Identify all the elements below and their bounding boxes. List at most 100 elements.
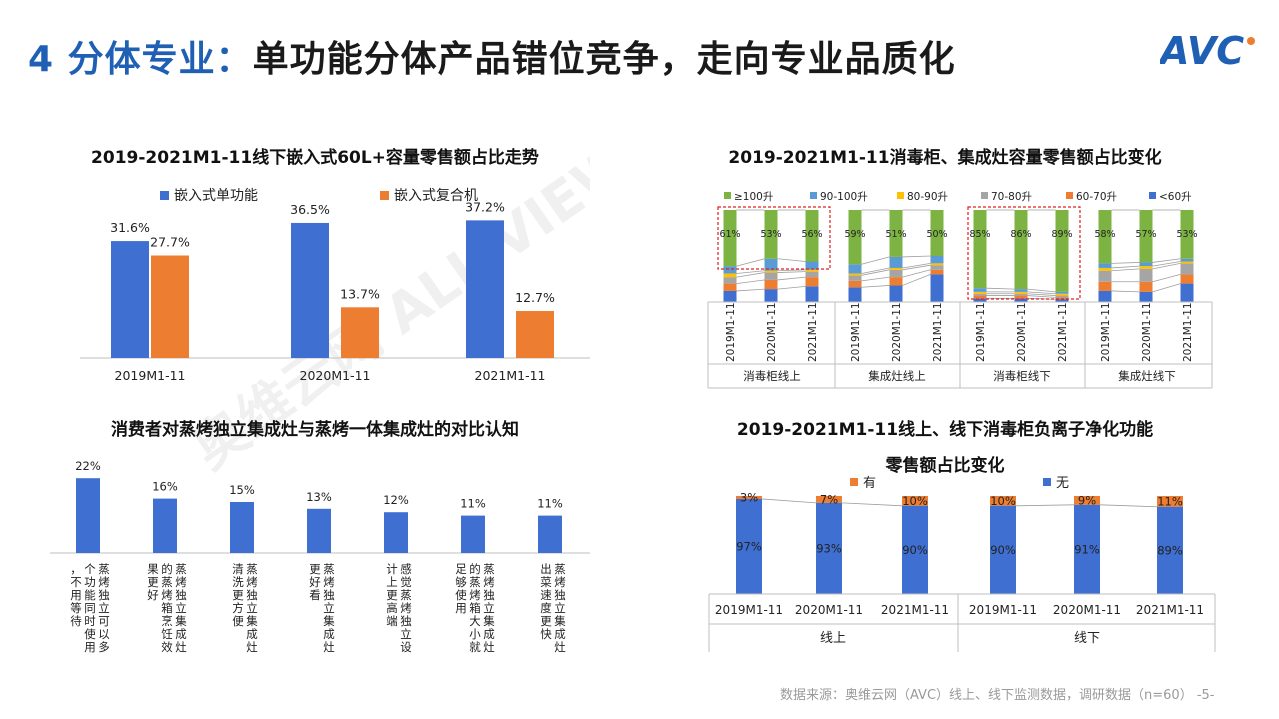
segment-wu [990,505,1016,594]
category-char: 小 [469,627,481,641]
bar [307,508,331,553]
data-label: 93% [816,541,842,555]
category-char: 用 [455,601,467,615]
group-label: 消毒柜线下 [993,369,1051,383]
stack-segment [889,210,903,257]
stack-segment [1098,210,1112,264]
x-tick-label: 2021M1-11 [932,302,944,362]
category-char: 独 [554,588,566,602]
x-tick-label: 2021M1-11 [1182,302,1194,362]
category-char: 更 [386,588,398,602]
category-char: 设 [400,640,412,654]
highlight-box [967,206,1081,300]
chart3-title: 消费者对蒸烤独立集成灶与蒸烤一体集成灶的对比认知 [111,420,519,440]
bar [461,515,485,553]
avc-logo: AVC [1160,29,1255,73]
stack-segment [848,273,862,276]
footer-source: 数据来源：奥维云网（AVC）线上、线下监测数据，调研数据（n=60） -5- [780,688,1215,703]
stack-segment [1055,297,1069,300]
connector-line [1152,274,1181,283]
category-char: 箱 [469,601,481,615]
category-char: 更 [309,562,321,576]
category-char: 出 [540,562,552,576]
segment-label: 85% [969,229,990,240]
category-char: 立 [554,601,566,615]
category-char: 烤 [246,575,258,589]
x-tick-label: 2019M1-11 [1100,302,1112,362]
chart3: 22%蒸烤独立可以多个功能同时使用，不用等待16%蒸烤独立集成灶的蒸烤箱烹饪效果… [50,459,590,654]
title-prefix: 4 分体专业： [28,39,253,80]
stack-segment [1014,295,1028,299]
bar [466,220,504,358]
bar [516,311,554,358]
category-char: 成 [554,627,566,641]
segment-label: 58% [1094,229,1115,240]
stack-segment [1055,293,1069,296]
legend-swatch [981,192,988,199]
stack-segment [1055,210,1069,292]
category-char: 成 [483,627,495,641]
bar [230,502,254,553]
category-char: 使 [455,588,467,602]
stack-segment [973,291,987,294]
category-char: 蒸 [175,562,187,576]
category-char: 同 [84,601,96,615]
category-char: 用 [84,640,96,654]
stack-segment [723,266,737,274]
title-main: 单功能分体产品错位竞争，走向专业品质化 [252,39,956,80]
category-char: 立 [483,601,495,615]
stack-segment [973,295,987,299]
category-char: 烹 [161,614,173,628]
stack-segment [1014,291,1028,294]
category-char: 果 [147,562,159,576]
stack-segment [930,210,944,256]
legend-label: 无 [1056,476,1069,491]
x-tick-label: 2020M1-11 [1141,302,1153,362]
legend-label: 嵌入式复合机 [394,187,478,204]
connector-line [1027,291,1056,295]
connector-line [861,285,890,288]
stack-segment [889,277,903,286]
category-char: 独 [98,588,110,602]
x-tick-label: 2019M1-11 [975,302,987,362]
stack-segment [889,269,903,278]
data-label: 36.5% [290,202,330,217]
logo-text: AVC [1160,29,1244,73]
stack-segment [1139,268,1153,282]
category-char: 蒸 [323,562,335,576]
stack-segment [930,274,944,302]
chart4-title-line2: 零售额占比变化 [885,456,1005,476]
data-label: 16% [152,480,178,494]
category-char: 蒸 [161,575,173,589]
category-char: 洗 [232,575,244,589]
segment-you [1157,496,1183,507]
connector-line [761,498,817,504]
category-char: 灶 [175,640,187,654]
connector-line [1027,295,1056,298]
stack-segment [889,267,903,270]
category-char: 灶 [483,640,495,654]
category-char: 蒸 [98,562,110,576]
category-char: 可 [98,614,110,628]
connector-line [736,279,765,284]
highlight-box [717,206,831,270]
category-char: 够 [455,575,467,589]
category-char: 蒸 [554,562,566,576]
connector-line [861,256,890,265]
data-label: 10% [902,494,928,508]
legend-label: <60升 [1159,191,1192,203]
connector-line [902,262,931,269]
connector-line [1015,504,1075,507]
segment-wu [1074,504,1100,594]
data-label: 22% [75,459,101,473]
stack-segment [930,263,944,266]
stack-segment [723,210,737,267]
chart1-title: 2019-2021M1-11线下嵌入式60L+容量零售额占比走势 [91,148,539,168]
stack-segment [1014,289,1028,292]
legend-label: ≥100升 [734,191,773,203]
group-label: 集成灶线上 [868,369,926,383]
category-char: 烤 [98,575,110,589]
stack-segment [848,287,862,302]
chart2-title: 2019-2021M1-11消毒柜、集成灶容量零售额占比变化 [728,148,1162,168]
stack-segment [973,288,987,292]
